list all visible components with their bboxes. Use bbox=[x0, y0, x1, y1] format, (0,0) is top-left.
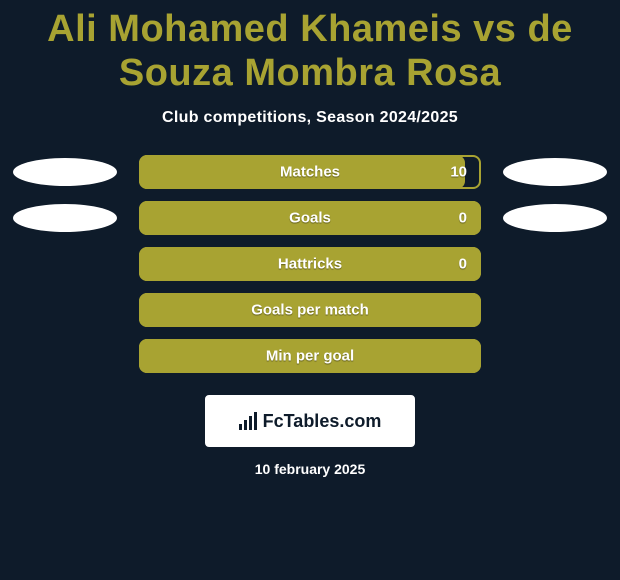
comparison-card: Ali Mohamed Khameis vs de Souza Mombra R… bbox=[0, 0, 620, 580]
stat-rows: Matches 10 Goals 0 Hattricks 0 Goals per match… bbox=[0, 155, 620, 373]
logo-text: FcTables.com bbox=[263, 411, 382, 432]
logo-bars-icon bbox=[239, 412, 257, 430]
bar-value: 0 bbox=[459, 256, 467, 273]
bar-label: Hattricks bbox=[278, 256, 342, 273]
stat-bar: Hattricks 0 bbox=[139, 247, 481, 281]
bar-label: Goals per match bbox=[251, 302, 369, 319]
stat-row: Goals 0 bbox=[0, 201, 620, 235]
page-title: Ali Mohamed Khameis vs de Souza Mombra R… bbox=[0, 0, 620, 95]
stat-row: Min per goal bbox=[0, 339, 620, 373]
subtitle: Club competitions, Season 2024/2025 bbox=[0, 109, 620, 127]
stat-bar: Min per goal bbox=[139, 339, 481, 373]
bar-value: 0 bbox=[459, 210, 467, 227]
bar-label: Goals bbox=[289, 210, 331, 227]
bar-label: Min per goal bbox=[266, 348, 354, 365]
right-ellipse bbox=[503, 204, 607, 232]
fctables-logo: FcTables.com bbox=[205, 395, 415, 447]
right-ellipse bbox=[503, 158, 607, 186]
stat-bar: Goals 0 bbox=[139, 201, 481, 235]
left-ellipse bbox=[13, 204, 117, 232]
stat-row: Hattricks 0 bbox=[0, 247, 620, 281]
stat-bar: Matches 10 bbox=[139, 155, 481, 189]
date-label: 10 february 2025 bbox=[0, 461, 620, 477]
left-ellipse bbox=[13, 158, 117, 186]
stat-row: Goals per match bbox=[0, 293, 620, 327]
stat-bar: Goals per match bbox=[139, 293, 481, 327]
bar-value: 10 bbox=[450, 164, 467, 181]
stat-row: Matches 10 bbox=[0, 155, 620, 189]
bar-label: Matches bbox=[280, 164, 340, 181]
